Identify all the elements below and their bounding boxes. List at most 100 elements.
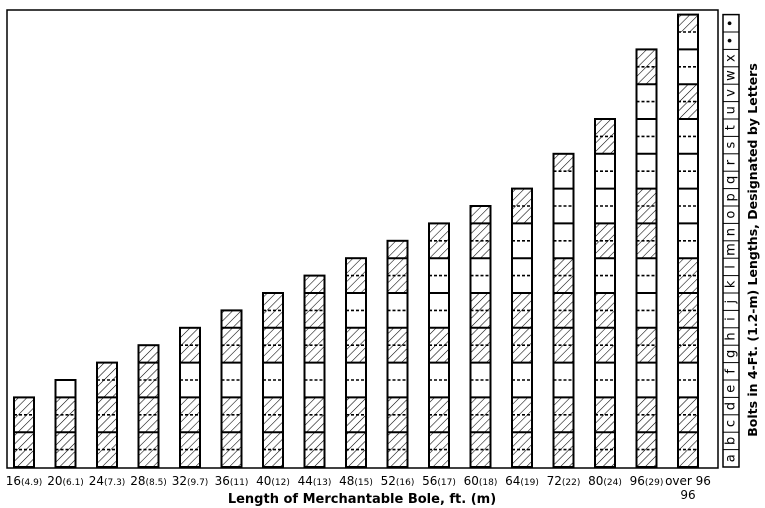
bolt-hatched bbox=[636, 206, 657, 224]
bolt-hatched bbox=[470, 223, 491, 241]
bolt-hatched bbox=[97, 414, 117, 433]
bolt-letter: h bbox=[724, 332, 739, 340]
bolt-hatched bbox=[512, 206, 532, 224]
bolt-hatched bbox=[263, 414, 283, 433]
bolt-hatched bbox=[14, 432, 34, 450]
bolt-hatched bbox=[346, 258, 366, 276]
log-column bbox=[511, 187, 533, 468]
bolt-hatched bbox=[595, 414, 615, 433]
bolt-hatched bbox=[221, 432, 242, 450]
x-tick-label: 48(15) bbox=[339, 474, 373, 488]
bolt-hatched bbox=[470, 310, 491, 328]
x-tick-label: 72(22) bbox=[547, 474, 581, 488]
bolt-hatched bbox=[595, 136, 615, 154]
bolt-hatched bbox=[138, 414, 159, 433]
bolt-hatched bbox=[138, 449, 159, 467]
x-tick-label: 56(17) bbox=[422, 474, 456, 488]
bolt-hatched bbox=[636, 66, 657, 85]
bolt-letter: g bbox=[724, 350, 739, 358]
bolt-letter: x bbox=[724, 54, 739, 62]
bolt-hatched bbox=[512, 327, 532, 346]
bolt-hatched bbox=[595, 310, 615, 328]
x-tick-label: over 96 bbox=[665, 474, 711, 488]
bolt-hatched bbox=[263, 293, 283, 311]
bolt-hatched bbox=[678, 310, 698, 328]
bolt-hatched bbox=[221, 310, 242, 328]
bolt-letter: n bbox=[724, 228, 739, 236]
bolt-hatched bbox=[221, 414, 242, 433]
bolt-letter: s bbox=[724, 141, 739, 148]
bolt-hatched bbox=[678, 293, 698, 311]
bolt-hatched bbox=[387, 240, 408, 259]
log-column bbox=[220, 309, 243, 468]
bolt-hatched bbox=[678, 449, 698, 467]
bolt-hatched bbox=[304, 397, 325, 415]
bolt-hatched bbox=[97, 397, 117, 415]
bolt-letter: i bbox=[724, 317, 739, 321]
log-column bbox=[303, 274, 326, 468]
log-column bbox=[54, 379, 77, 468]
bolt-hatched bbox=[595, 293, 615, 311]
bolt-hatched bbox=[636, 345, 657, 363]
bolt-hatched bbox=[636, 188, 657, 206]
bolt-hatched bbox=[138, 345, 159, 363]
log-column bbox=[137, 344, 160, 469]
bolt-hatched bbox=[595, 397, 615, 415]
bolt-hatched bbox=[678, 432, 698, 450]
bolt-hatched bbox=[595, 432, 615, 450]
bolt-hatched bbox=[180, 414, 200, 433]
bolt-hatched bbox=[387, 397, 408, 415]
x-tick-label: 24(7.3) bbox=[89, 474, 126, 488]
bolt-hatched bbox=[304, 327, 325, 346]
bolt-hatched bbox=[180, 327, 200, 346]
bolt-hatched bbox=[14, 397, 34, 415]
bolt-hatched bbox=[387, 432, 408, 450]
x-tick-label: 28(8.5) bbox=[130, 474, 167, 488]
bolt-hatched bbox=[304, 293, 325, 311]
bolt-hatched bbox=[595, 119, 615, 137]
bolt-hatched bbox=[97, 362, 117, 380]
bolt-hatched bbox=[263, 310, 283, 328]
bolt-hatched bbox=[595, 240, 615, 259]
bolt-letter: q bbox=[724, 176, 739, 184]
bolt-hatched bbox=[387, 345, 408, 363]
bolt-hatched bbox=[14, 449, 34, 467]
bolt-hatched bbox=[553, 327, 574, 346]
bolt-hatched bbox=[512, 310, 532, 328]
bolt-letter: f bbox=[724, 369, 739, 374]
bolt-hatched bbox=[304, 449, 325, 467]
bolt-hatched bbox=[553, 414, 574, 433]
bolt-letter: o bbox=[724, 211, 739, 219]
bolt-hatched bbox=[553, 345, 574, 363]
bolt-hatched bbox=[512, 188, 532, 206]
bolt-hatched bbox=[387, 327, 408, 346]
bolt-hatched bbox=[470, 432, 491, 450]
bolt-hatched bbox=[180, 432, 200, 450]
bolt-hatched bbox=[636, 449, 657, 467]
bolt-hatched bbox=[678, 14, 698, 32]
bolt-hatched bbox=[304, 275, 325, 293]
bolt-hatched bbox=[470, 397, 491, 415]
bolt-hatched bbox=[346, 414, 366, 433]
bolt-hatched bbox=[180, 345, 200, 363]
bolt-hatched bbox=[595, 223, 615, 241]
bolt-hatched bbox=[678, 397, 698, 415]
bolt-hatched bbox=[553, 310, 574, 328]
bolt-hatched bbox=[595, 449, 615, 467]
bolt-hatched bbox=[97, 432, 117, 450]
bolt-hatched bbox=[636, 432, 657, 450]
bolt-hatched bbox=[387, 414, 408, 433]
bolt-hatched bbox=[138, 380, 159, 398]
bolt-hatched bbox=[678, 414, 698, 433]
bolt-hatched bbox=[221, 397, 242, 415]
x-tick-label: 40(12) bbox=[256, 474, 290, 488]
column-outline bbox=[469, 205, 492, 468]
bolt-letter: e bbox=[724, 385, 739, 393]
bolt-letter-column: a b c d e f g h i j k l mn o p q r s t u vwx • • bbox=[722, 13, 740, 468]
log-column bbox=[386, 239, 409, 468]
bolt-hatched bbox=[387, 258, 408, 276]
bolt-hatched bbox=[429, 345, 449, 363]
log-column bbox=[13, 396, 35, 468]
log-column bbox=[428, 222, 450, 468]
